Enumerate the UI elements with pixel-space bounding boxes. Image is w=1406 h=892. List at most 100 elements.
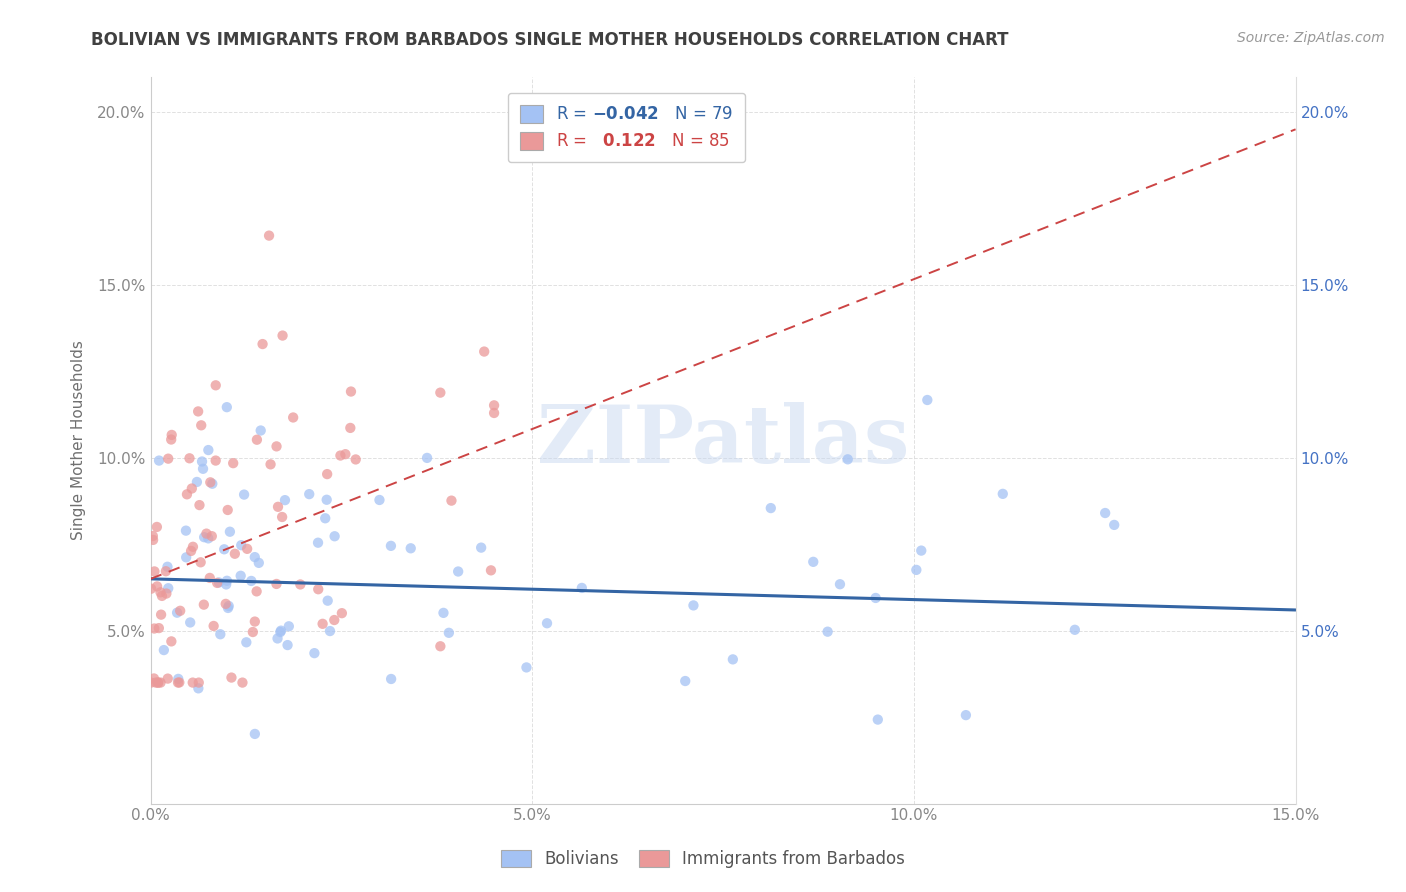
Point: [179, 451, 201, 466]
Point: [143, 672, 166, 686]
Point: [180, 544, 202, 558]
Point: [143, 565, 166, 579]
Point: [910, 543, 932, 558]
Point: [235, 635, 257, 649]
Point: [218, 599, 240, 613]
Point: [472, 344, 495, 359]
Point: [222, 456, 245, 470]
Point: [329, 449, 352, 463]
Point: [249, 424, 271, 438]
Point: [905, 563, 928, 577]
Point: [416, 450, 439, 465]
Point: [217, 503, 239, 517]
Point: [153, 643, 176, 657]
Point: [470, 541, 492, 555]
Point: [536, 616, 558, 631]
Point: [209, 627, 232, 641]
Point: [246, 433, 269, 447]
Point: [217, 601, 239, 615]
Point: [330, 606, 353, 620]
Point: [201, 529, 224, 543]
Point: [146, 675, 169, 690]
Point: [157, 581, 180, 595]
Point: [187, 404, 209, 418]
Point: [1094, 506, 1116, 520]
Point: [219, 524, 242, 539]
Point: [335, 447, 357, 461]
Point: [314, 511, 336, 525]
Point: [155, 564, 177, 578]
Point: [259, 458, 281, 472]
Point: [837, 452, 859, 467]
Point: [479, 563, 502, 577]
Point: [190, 418, 212, 433]
Point: [139, 675, 162, 690]
Point: [316, 467, 339, 482]
Point: [187, 681, 209, 696]
Point: [828, 577, 851, 591]
Point: [148, 621, 170, 635]
Text: BOLIVIAN VS IMMIGRANTS FROM BARBADOS SINGLE MOTHER HOUSEHOLDS CORRELATION CHART: BOLIVIAN VS IMMIGRANTS FROM BARBADOS SIN…: [91, 31, 1010, 49]
Point: [148, 675, 170, 690]
Point: [399, 541, 422, 556]
Point: [315, 492, 337, 507]
Point: [181, 540, 204, 554]
Point: [190, 555, 212, 569]
Point: [323, 613, 346, 627]
Point: [142, 529, 165, 543]
Point: [437, 625, 460, 640]
Point: [143, 622, 166, 636]
Point: [298, 487, 321, 501]
Point: [267, 500, 290, 514]
Point: [208, 575, 231, 590]
Point: [191, 454, 214, 468]
Point: [157, 451, 180, 466]
Point: [290, 577, 312, 591]
Point: [193, 530, 215, 544]
Text: ZIPatlas: ZIPatlas: [537, 401, 910, 480]
Point: [271, 328, 294, 343]
Point: [380, 539, 402, 553]
Point: [141, 582, 163, 596]
Point: [174, 524, 197, 538]
Point: [146, 579, 169, 593]
Point: [515, 660, 537, 674]
Point: [447, 565, 470, 579]
Point: [307, 582, 329, 597]
Point: [339, 421, 361, 435]
Point: [801, 555, 824, 569]
Point: [174, 550, 197, 565]
Point: [191, 462, 214, 476]
Point: [180, 482, 202, 496]
Point: [440, 493, 463, 508]
Point: [283, 410, 305, 425]
Point: [187, 675, 209, 690]
Point: [236, 541, 259, 556]
Point: [429, 640, 451, 654]
Point: [955, 708, 977, 723]
Point: [277, 619, 299, 633]
Point: [991, 487, 1014, 501]
Text: Source: ZipAtlas.com: Source: ZipAtlas.com: [1237, 31, 1385, 45]
Point: [344, 452, 367, 467]
Point: [243, 550, 266, 565]
Point: [865, 591, 887, 605]
Point: [215, 597, 238, 611]
Point: [243, 615, 266, 629]
Point: [193, 598, 215, 612]
Point: [917, 392, 939, 407]
Point: [432, 606, 454, 620]
Point: [673, 673, 696, 688]
Point: [274, 493, 297, 508]
Point: [243, 727, 266, 741]
Point: [176, 487, 198, 501]
Point: [169, 604, 191, 618]
Point: [202, 619, 225, 633]
Point: [201, 476, 224, 491]
Point: [200, 475, 222, 490]
Point: [266, 577, 288, 591]
Point: [482, 398, 505, 412]
Point: [156, 672, 179, 686]
Legend: R = $\mathbf{-0.042}$   N = 79, R = $\mathbf{\ \ 0.122}$   N = 85: R = $\mathbf{-0.042}$ N = 79, R = $\math…: [508, 93, 745, 162]
Point: [242, 625, 264, 640]
